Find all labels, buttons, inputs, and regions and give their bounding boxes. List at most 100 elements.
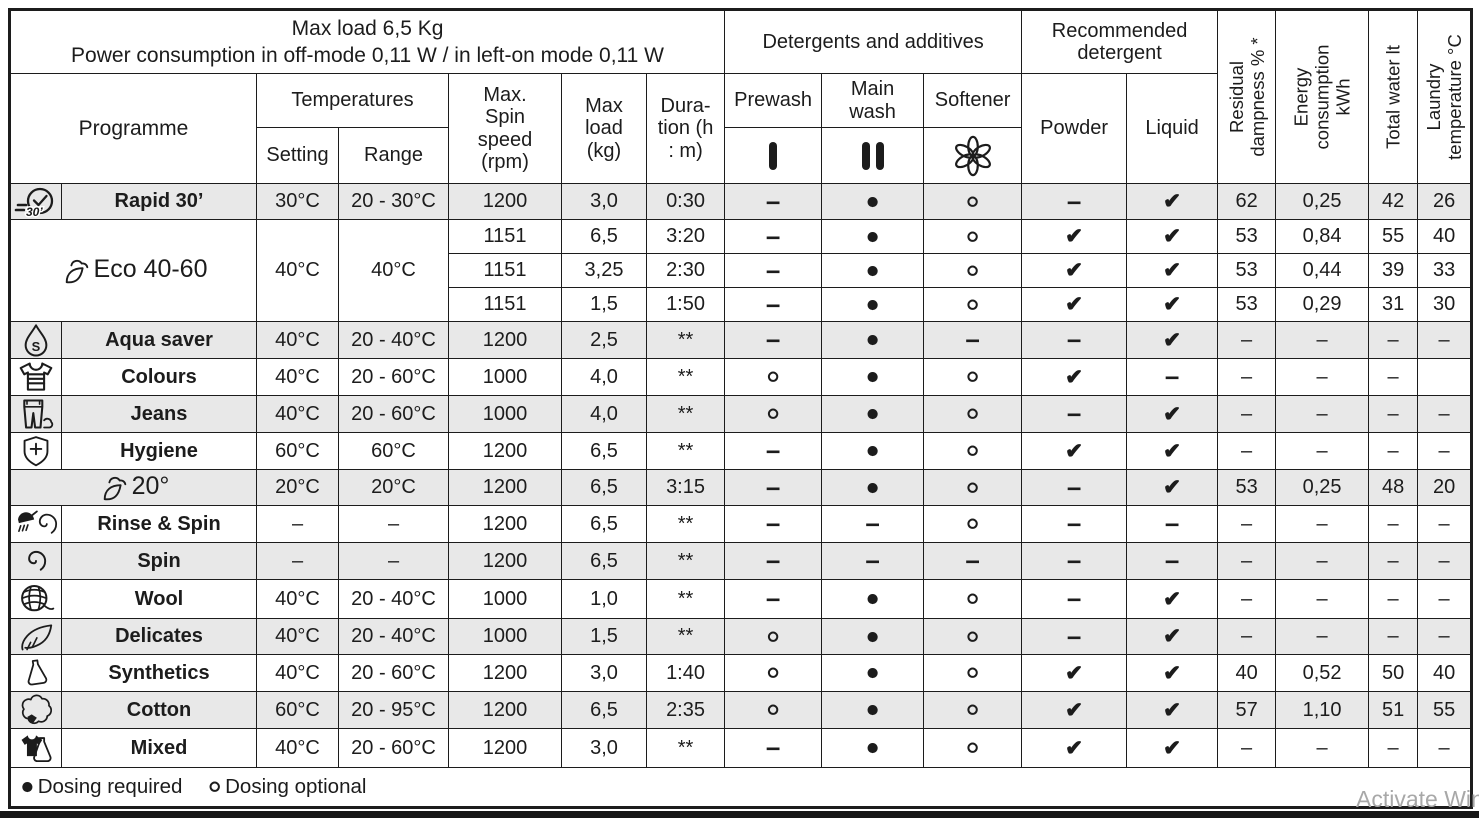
col-header-laundry-temperature: Laundry temperature °C [1417,9,1473,184]
dosing-optional-label: Dosing optional [225,775,367,798]
dosing-required-symbol: ● [20,774,34,798]
cell-liquid: ✔ [1126,618,1219,655]
cell-prewash: – [724,321,823,359]
max-load-line: Max load 6,5 Kg [291,16,444,40]
cell-powder: – [1021,542,1128,580]
cell-range: – [338,505,449,543]
cell-range: 20 - 60°C [338,358,449,396]
cell-duration: ** [645,395,726,433]
cell-powder: ✔ [1021,287,1128,322]
cell-liquid: – [1126,505,1219,543]
cell-water: 50 [1368,654,1419,692]
programme-icon-cell [9,579,62,619]
cell-residual: 40 [1217,654,1277,692]
cell-spin: 1200 [448,691,562,729]
cell-mainwash: ● [821,219,925,254]
cell-range: 20 - 40°C [338,579,449,619]
cell-duration: 3:20 [645,219,726,254]
cell-load: 6,5 [561,505,647,543]
cell-setting: 40°C [256,395,339,433]
programme-name: Wool [61,579,257,619]
programme-icon-cell [9,358,62,396]
cell-temp: – [1417,542,1473,580]
cell-spin: 1151 [448,253,562,288]
cell-water: 51 [1368,691,1419,729]
cell-mainwash: ● [821,358,925,396]
cell-softener: – [923,542,1023,580]
cell-spin: 1200 [448,654,562,692]
col-header-programme: Programme [9,73,257,184]
svg-text:S: S [32,339,41,354]
cell-load: 1,5 [561,618,647,655]
cell-softener: ○ [923,469,1023,506]
cell-water: 31 [1368,287,1419,322]
cell-energy: – [1275,579,1370,619]
cell-energy: – [1275,358,1370,396]
colours-shirt-icon [19,362,53,391]
cell-residual: – [1217,579,1277,619]
cell-energy: – [1275,618,1370,655]
cell-softener: ○ [923,432,1023,470]
cell-range: 20 - 40°C [338,618,449,655]
cell-temp: 40 [1417,654,1473,692]
cell-mainwash: ● [821,287,925,322]
cell-load: 3,25 [561,253,647,288]
col-header-total-water: Total water lt [1368,9,1419,184]
cell-liquid: ✔ [1126,728,1219,768]
col-header-max-load: Max load (kg) [561,73,647,184]
cell-energy: 0,25 [1275,469,1370,506]
spin-spiral-icon [28,550,47,571]
cell-water: – [1368,579,1419,619]
cell-setting: 40°C [256,618,339,655]
cell-load: 1,0 [561,579,647,619]
cell-load: 3,0 [561,654,647,692]
cell-range: 20 - 95°C [338,691,449,729]
cell-setting: 20°C [256,469,339,506]
cell-liquid: – [1126,542,1219,580]
eco-leaf-icon [103,476,126,500]
cell-residual: 53 [1217,219,1277,254]
cell-energy: 0,29 [1275,287,1370,322]
cell-duration: 2:35 [645,691,726,729]
programme-name-eco: Eco 40-60 [9,219,257,322]
cell-prewash: ○ [724,691,823,729]
cell-prewash: – [724,542,823,580]
cell-range: 20 - 30°C [338,183,449,220]
cell-mainwash: ● [821,728,925,768]
cell-load: 6,5 [561,691,647,729]
cell-residual: – [1217,321,1277,359]
cell-spin: 1151 [448,287,562,322]
cell-energy: 0,25 [1275,183,1370,220]
cell-powder: – [1021,469,1128,506]
cell-temp: – [1417,432,1473,470]
cell-prewash: – [724,219,823,254]
cell-load: 6,5 [561,432,647,470]
prewash-symbol-cell [724,127,823,184]
cell-setting: – [256,505,339,543]
cell-energy: – [1275,505,1370,543]
cell-spin: 1000 [448,579,562,619]
cell-energy: 0,84 [1275,219,1370,254]
cell-softener: ○ [923,728,1023,768]
cell-prewash: ○ [724,358,823,396]
programme-name-20: 20° [9,469,257,506]
cell-spin: 1200 [448,183,562,220]
cell-softener: ○ [923,253,1023,288]
cell-duration: ** [645,505,726,543]
programme-icon-cell [9,432,62,470]
cell-prewash: ○ [724,654,823,692]
cell-liquid: ✔ [1126,654,1219,692]
programme-name: Synthetics [61,654,257,692]
cell-temp [1417,358,1473,396]
cell-mainwash: – [821,542,925,580]
cell-energy: 0,44 [1275,253,1370,288]
cell-powder: – [1021,321,1128,359]
cell-mainwash: ● [821,579,925,619]
cell-powder: ✔ [1021,691,1128,729]
dosing-required-label: Dosing required [37,775,183,798]
cell-setting: 40°C [256,579,339,619]
cell-spin: 1000 [448,358,562,396]
cell-prewash: ○ [724,618,823,655]
cell-powder: ✔ [1021,219,1128,254]
cell-duration: 0:30 [645,183,726,220]
